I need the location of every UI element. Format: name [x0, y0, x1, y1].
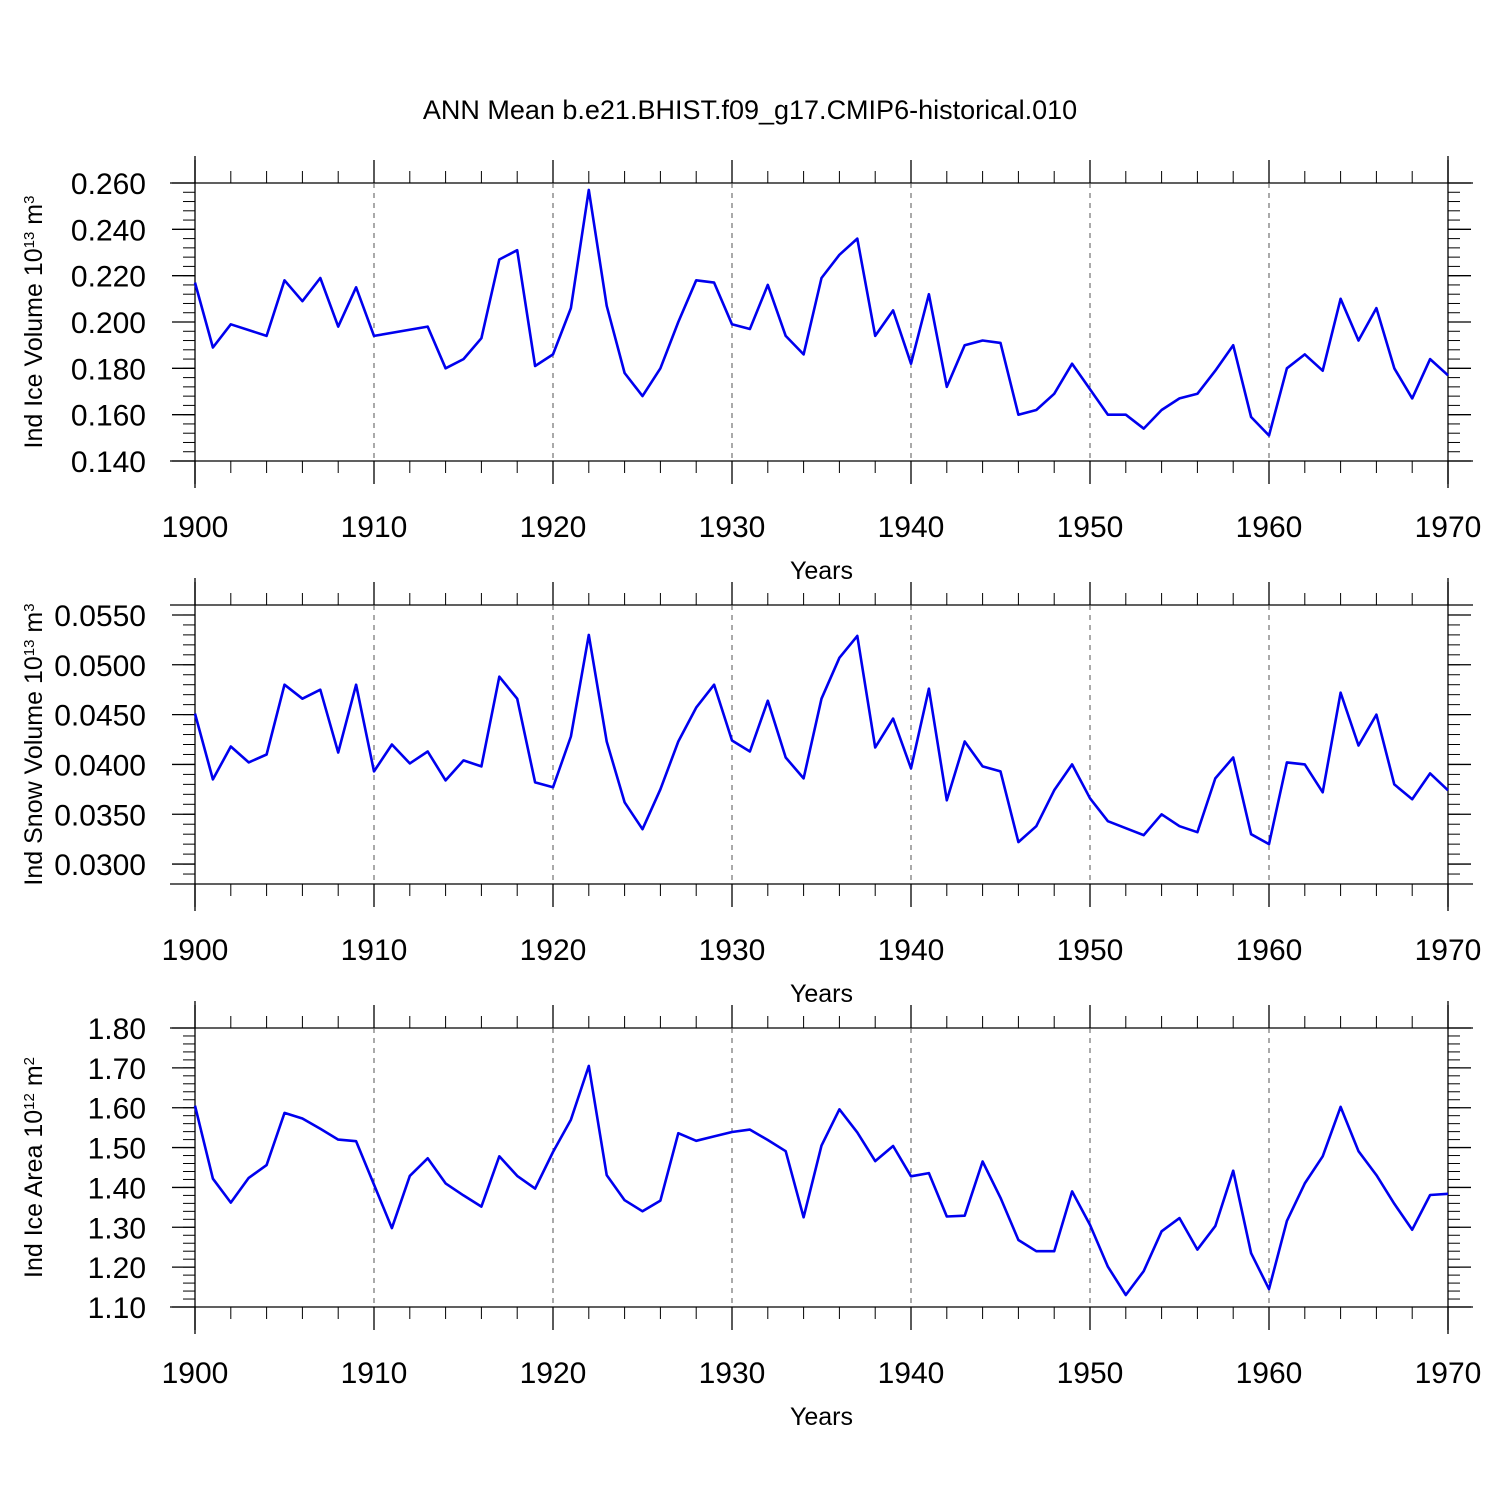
- y-axis-label-part: Ind Ice Area 10: [20, 1110, 48, 1278]
- y-tick-label: 0.0350: [54, 799, 146, 832]
- y-tick-label: 0.0300: [54, 849, 146, 882]
- y-axis-label-superscript: 13: [21, 640, 38, 657]
- y-tick-label: 1.70: [88, 1053, 146, 1086]
- y-tick-label: 0.0400: [54, 749, 146, 782]
- panel-1: 1900 1910 1920 1930 1940 1950 1960 1970 Years 0.1…: [20, 156, 1481, 585]
- x-tick-label: 1960: [1236, 934, 1303, 967]
- x-tick-label: 1940: [878, 934, 945, 967]
- chart-title: ANN Mean b.e21.BHIST.f09_g17.CMIP6-histo…: [423, 95, 1077, 125]
- y-tick-label: 0.140: [71, 446, 146, 479]
- x-tick-label: 1970: [1415, 511, 1482, 544]
- x-axis-label: Years: [790, 1403, 853, 1431]
- x-tick-label: 1920: [520, 1357, 587, 1390]
- y-tick-label: 1.40: [88, 1172, 146, 1205]
- series-line: [193, 1064, 1449, 1297]
- x-tick-label: 1950: [1057, 511, 1124, 544]
- x-tick-label: 1960: [1236, 511, 1303, 544]
- x-tick-label: 1900: [162, 511, 229, 544]
- y-tick-label: 0.180: [71, 353, 146, 386]
- y-tick-label: 1.10: [88, 1292, 146, 1325]
- y-tick-label: 0.0450: [54, 700, 146, 733]
- y-tick-label: 0.0500: [54, 650, 146, 683]
- x-tick-label: 1930: [699, 1357, 766, 1390]
- x-tick-label: 1970: [1415, 1357, 1482, 1390]
- y-axis-label-superscript: 3: [21, 196, 38, 204]
- y-axis-label-superscript: 12: [21, 1093, 38, 1110]
- x-tick-label: 1960: [1236, 1357, 1303, 1390]
- y-tick-label: 0.160: [71, 400, 146, 433]
- y-axis-label-part: m: [20, 612, 48, 640]
- y-axis-label-superscript: 2: [21, 1057, 38, 1065]
- x-tick-label: 1910: [341, 934, 408, 967]
- x-axis-label: Years: [790, 980, 853, 1008]
- y-tick-label: 0.0550: [54, 600, 146, 633]
- y-axis-label-superscript: 13: [21, 232, 38, 249]
- y-tick-label: 0.240: [71, 214, 146, 247]
- series-line: [193, 633, 1449, 846]
- y-axis-label-part: Ind Ice Volume 10: [20, 248, 48, 448]
- panels: 1900 1910 1920 1930 1940 1950 1960 1970 Years 0.1…: [20, 156, 1481, 1431]
- y-axis-label-superscript: 3: [21, 603, 38, 611]
- x-tick-label: 1950: [1057, 934, 1124, 967]
- x-tick-label: 1900: [162, 934, 229, 967]
- x-tick-label: 1910: [341, 511, 408, 544]
- y-axis-label: Ind Ice Volume 1013 m3: [20, 196, 48, 449]
- x-tick-label: 1950: [1057, 1357, 1124, 1390]
- panel-2: 1900 1910 1920 1930 1940 1950 1960 1970 Years 0.0…: [20, 578, 1481, 1008]
- y-tick-label: 0.220: [71, 261, 146, 294]
- y-axis-label-part: Ind Snow Volume 10: [20, 656, 48, 885]
- y-tick-label: 0.200: [71, 307, 146, 340]
- series-line: [193, 188, 1449, 437]
- x-tick-label: 1940: [878, 1357, 945, 1390]
- y-tick-label: 1.80: [88, 1013, 146, 1046]
- y-axis-label-part: m: [20, 204, 48, 232]
- x-tick-label: 1920: [520, 934, 587, 967]
- x-tick-label: 1940: [878, 511, 945, 544]
- y-tick-label: 1.20: [88, 1252, 146, 1285]
- x-tick-label: 1970: [1415, 934, 1482, 967]
- y-tick-label: 0.260: [71, 168, 146, 201]
- x-axis-label: Years: [790, 557, 853, 585]
- x-tick-label: 1900: [162, 1357, 229, 1390]
- x-tick-label: 1930: [699, 934, 766, 967]
- y-axis-label: Ind Ice Area 1012 m2: [20, 1057, 48, 1278]
- x-tick-label: 1930: [699, 511, 766, 544]
- y-axis-label-part: m: [20, 1065, 48, 1093]
- y-tick-label: 1.50: [88, 1133, 146, 1166]
- panel-3: 1900 1910 1920 1930 1940 1950 1960 1970 Years 1.1…: [20, 1001, 1481, 1431]
- y-tick-label: 1.30: [88, 1212, 146, 1245]
- y-tick-label: 1.60: [88, 1093, 146, 1126]
- x-tick-label: 1910: [341, 1357, 408, 1390]
- x-tick-label: 1920: [520, 511, 587, 544]
- y-axis-label: Ind Snow Volume 1013 m3: [20, 603, 48, 885]
